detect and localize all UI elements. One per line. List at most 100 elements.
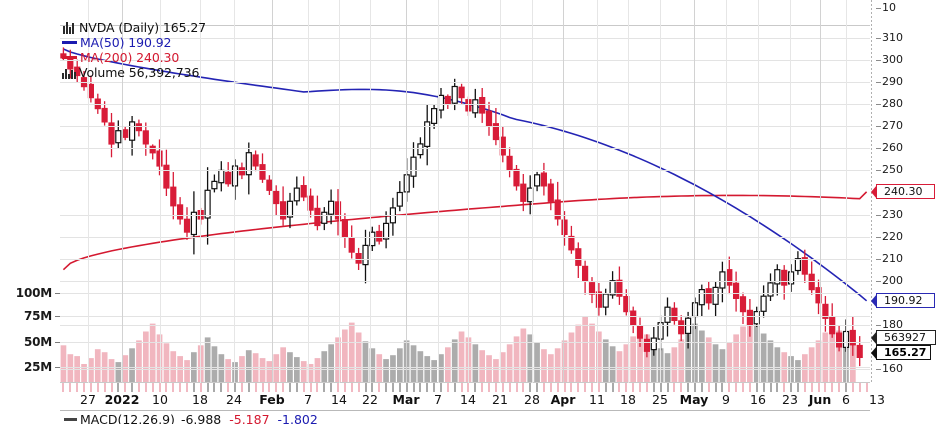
time-axis-tick xyxy=(137,383,140,392)
time-axis-tick xyxy=(577,383,580,392)
time-axis-tick xyxy=(254,383,257,392)
time-axis-label: 28 xyxy=(524,392,540,407)
ma50-line xyxy=(63,48,868,302)
price-tick-mark xyxy=(876,126,881,128)
legend-row-ma50: MA(50) 190.92 xyxy=(62,35,206,50)
macd-value-3: -1.802 xyxy=(277,412,318,424)
time-axis-tick xyxy=(323,383,326,392)
volume-tick-mark xyxy=(55,367,60,368)
ma200-price-flag[interactable]: 240.30 xyxy=(871,184,935,200)
time-axis-tick xyxy=(131,383,134,392)
last-price-flag[interactable]: 165.27 xyxy=(871,344,931,360)
time-axis-tick xyxy=(398,383,401,392)
price-tick-label: 270 xyxy=(882,119,903,133)
legend-symbol-label: NVDA (Daily) 165.27 xyxy=(79,20,207,35)
time-axis-tick xyxy=(467,383,470,392)
time-axis-tick xyxy=(103,383,106,392)
time-axis-tick xyxy=(110,383,113,392)
time-axis-tick xyxy=(337,383,339,392)
time-axis-tick xyxy=(227,383,230,392)
macd-pane[interactable]: MACD(12,26,9) -6.988 -5.187 -1.802 xyxy=(60,410,870,424)
price-tick-mark xyxy=(876,214,881,216)
time-axis-tick xyxy=(824,383,827,392)
time-axis-tick xyxy=(831,383,834,392)
time-axis-label: 24 xyxy=(226,392,242,407)
ma50-price-flag[interactable]: 190.92 xyxy=(871,293,935,309)
time-axis-label: Feb xyxy=(259,392,285,407)
time-axis-label: 27 xyxy=(80,392,96,407)
price-tick-label: 200 xyxy=(882,273,903,287)
time-axis-tick xyxy=(501,383,504,392)
time-axis-tick xyxy=(295,383,298,392)
time-axis-tick xyxy=(474,383,477,392)
time-axis-tick xyxy=(453,383,456,392)
time-axis-tick xyxy=(371,383,374,392)
candlesticks xyxy=(60,47,863,367)
time-axis-tick xyxy=(597,383,600,392)
time-axis-tick xyxy=(776,383,779,392)
time-axis-tick xyxy=(385,383,388,392)
flag-pointer-icon xyxy=(871,330,877,345)
price-tick-label: 250 xyxy=(882,163,903,177)
time-axis[interactable]: 27 2022 10 18 24 Feb 7 14 22 Mar 7 14 21 28 Apr 11 18 25 M… xyxy=(60,383,885,409)
price-tick-partial: 10 xyxy=(882,1,896,14)
time-axis-tick xyxy=(632,383,635,392)
macd-legend: MACD(12,26,9) -6.988 -5.187 -1.802 xyxy=(64,413,318,424)
time-axis-tick xyxy=(652,383,655,392)
time-axis-tick xyxy=(536,383,539,392)
volume-value-flag[interactable]: 563927 xyxy=(871,329,936,345)
volume-tick-mark xyxy=(55,293,60,294)
volume-tick-label: 25M xyxy=(23,360,52,374)
price-tick-label: 230 xyxy=(882,207,903,221)
time-axis-tick xyxy=(460,383,463,392)
time-axis-tick xyxy=(728,383,731,392)
time-axis-tick xyxy=(755,383,758,392)
price-tick-label: 180 xyxy=(882,317,903,331)
time-axis-tick xyxy=(488,383,490,392)
time-axis-label: Apr xyxy=(550,392,576,407)
time-axis-label: 16 xyxy=(750,392,766,407)
time-axis-tick xyxy=(302,383,305,392)
volume-tick-mark xyxy=(55,316,60,317)
time-axis-tick xyxy=(440,383,442,392)
time-axis-label: 7 xyxy=(434,392,442,407)
time-axis-tick xyxy=(817,383,820,392)
time-axis-tick xyxy=(268,383,271,392)
flag-pointer-icon xyxy=(871,294,877,309)
time-axis-tick xyxy=(343,383,346,392)
volume-tick-mark xyxy=(55,342,60,343)
time-axis-tick xyxy=(289,383,291,392)
price-tick-label: 310 xyxy=(882,31,903,44)
price-tick-label: 300 xyxy=(882,53,903,67)
price-tick-mark xyxy=(876,170,881,172)
time-axis-tick xyxy=(158,383,161,392)
time-axis-tick xyxy=(591,383,593,392)
time-axis-label: 13 xyxy=(869,392,885,407)
time-axis-tick xyxy=(124,383,127,392)
time-axis-tick xyxy=(405,383,408,392)
time-axis-tick xyxy=(680,383,683,392)
price-tick-label: 260 xyxy=(882,141,903,155)
price-pane[interactable] xyxy=(60,0,870,383)
time-axis-tick xyxy=(673,383,676,392)
time-axis-tick xyxy=(694,383,696,392)
price-tick-label: 210 xyxy=(882,251,903,265)
ma50-price-flag-value: 190.92 xyxy=(884,294,923,308)
price-tick-mark xyxy=(876,60,881,62)
time-axis-tick xyxy=(89,383,92,392)
time-axis-tick xyxy=(865,383,868,392)
time-axis-tick xyxy=(783,383,786,392)
time-axis-tick xyxy=(645,383,648,392)
time-axis-tick xyxy=(721,383,724,392)
legend-volume-label: Volume 56,392,736 xyxy=(79,65,200,80)
time-axis-tick xyxy=(151,383,154,392)
time-axis-tick xyxy=(666,383,669,392)
time-axis-tick xyxy=(172,383,175,392)
flag-pointer-icon xyxy=(871,345,877,360)
volume-value-flag-value: 563927 xyxy=(884,330,926,344)
time-axis-tick xyxy=(529,383,532,392)
time-axis-tick xyxy=(76,383,79,392)
time-axis-label: 21 xyxy=(492,392,508,407)
time-axis-tick xyxy=(412,383,415,392)
time-axis-tick xyxy=(357,383,360,392)
